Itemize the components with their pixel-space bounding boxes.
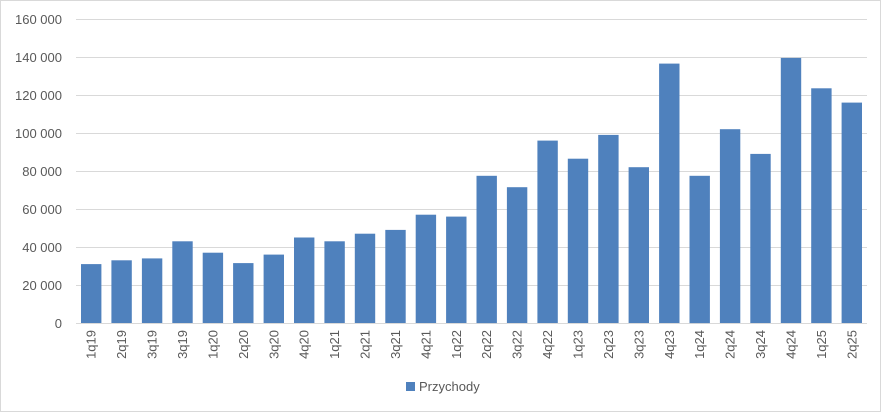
bar (446, 216, 467, 323)
bar (324, 241, 345, 323)
bar (811, 88, 832, 323)
bar (780, 57, 802, 324)
legend-label: Przychody (419, 379, 480, 394)
legend-swatch (406, 382, 415, 391)
bar (141, 258, 163, 323)
bar (385, 229, 406, 323)
y-tick-label: 0 (55, 316, 62, 331)
gridlines (76, 19, 867, 324)
x-tick-label: 3q19 (175, 330, 190, 359)
bar (233, 263, 254, 323)
bar (263, 254, 284, 323)
bar (750, 153, 771, 323)
x-tick-label: 3q21 (388, 330, 403, 359)
x-tick-label: 3q19 (145, 330, 160, 359)
bar (294, 237, 315, 323)
x-tick-label: 3q24 (753, 330, 768, 359)
x-tick-label: 4q20 (297, 330, 312, 359)
x-tick-label: 1q24 (692, 330, 707, 359)
bar (598, 134, 619, 323)
bar (841, 102, 862, 323)
bar (719, 129, 741, 323)
x-tick-label: 2q25 (844, 330, 859, 359)
x-tick-label: 3q22 (510, 330, 525, 359)
x-axis: 1q19 2q19 3q19 3q19 1q20 2q20 3q20 4q20 1q21 2q21… (84, 330, 860, 359)
bar (537, 140, 558, 323)
bar (567, 158, 589, 323)
x-tick-label: 1q23 (571, 330, 586, 359)
bar (476, 175, 497, 324)
x-tick-label: 2q23 (601, 330, 616, 359)
y-tick-label: 100 000 (15, 126, 62, 141)
y-tick-label: 120 000 (15, 88, 62, 103)
x-tick-label: 2q19 (114, 330, 129, 359)
x-tick-label: 4q24 (783, 330, 798, 359)
y-tick-label: 40 000 (22, 240, 62, 255)
x-tick-label: 2q22 (479, 330, 494, 359)
x-tick-label: 4q23 (662, 330, 677, 359)
x-tick-label: 2q20 (236, 330, 251, 359)
x-tick-label: 4q21 (418, 330, 433, 359)
y-tick-label: 140 000 (15, 50, 62, 65)
x-tick-label: 4q22 (540, 330, 555, 359)
legend: Przychody (406, 379, 480, 394)
x-tick-label: 1q20 (205, 330, 220, 359)
x-tick-label: 1q22 (449, 330, 464, 359)
y-tick-label: 160 000 (15, 12, 62, 27)
bar (202, 252, 224, 323)
bar (111, 260, 132, 323)
bar (659, 63, 680, 323)
x-tick-label: 3q20 (266, 330, 281, 359)
bars (81, 57, 862, 324)
bar (354, 233, 376, 323)
bar (415, 214, 437, 323)
y-tick-label: 60 000 (22, 202, 62, 217)
x-tick-label: 2q24 (723, 330, 738, 359)
bar (506, 187, 528, 323)
bar (689, 175, 710, 324)
x-tick-label: 1q25 (814, 330, 829, 359)
y-tick-label: 80 000 (22, 164, 62, 179)
bar (172, 241, 193, 323)
y-tick-label: 20 000 (22, 278, 62, 293)
y-axis: 0 20 000 40 000 60 000 80 000 100 000 120 000 1… (15, 12, 62, 331)
bar (628, 167, 649, 323)
x-tick-label: 1q19 (84, 330, 99, 359)
bar (81, 264, 102, 323)
x-tick-label: 3q23 (631, 330, 646, 359)
x-tick-label: 2q21 (358, 330, 373, 359)
x-tick-label: 1q21 (327, 330, 342, 359)
